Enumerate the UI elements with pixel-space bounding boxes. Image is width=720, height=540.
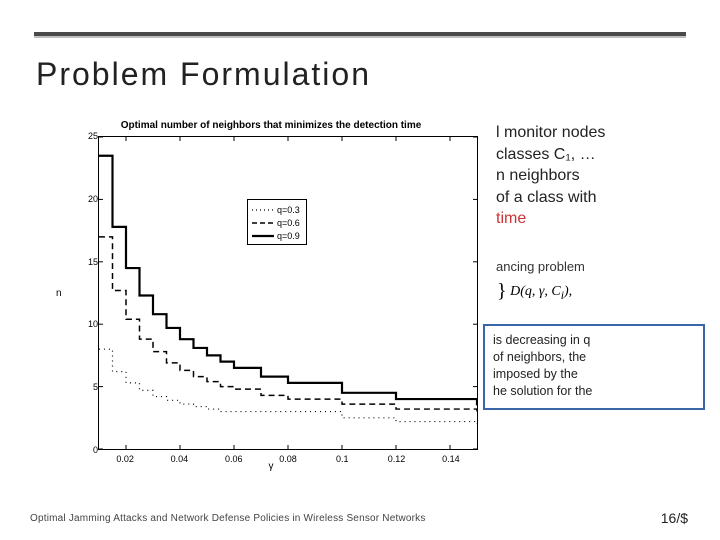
rhs-formula: } D(q, γ, Ci), — [497, 280, 572, 303]
slide: Problem Formulation Optimal number of ne… — [0, 0, 720, 540]
chart-legend: q=0.3 q=0.6 q=0.9 — [247, 199, 307, 245]
legend-label-2: q=0.9 — [277, 231, 300, 241]
legend-swatch-0 — [252, 205, 274, 215]
xtick-label: 0.06 — [225, 454, 243, 464]
rhs-line-1: classes C₁, … — [496, 144, 706, 166]
formula-text: D(q, γ, Ci), — [510, 284, 572, 299]
rhs-text-top: l monitor nodes classes C₁, … n neighbor… — [496, 122, 706, 230]
rhs-text-mid: ancing problem — [496, 258, 706, 276]
legend-item-0: q=0.3 — [252, 203, 302, 216]
legend-swatch-2 — [252, 231, 274, 241]
xtick-label: 0.1 — [336, 454, 349, 464]
rhs-line-2: n neighbors — [496, 165, 706, 187]
ytick-label: 0 — [93, 445, 98, 455]
callout-line-2: imposed by the — [493, 366, 699, 383]
chart-svg — [99, 137, 477, 449]
xtick-label: 0.12 — [388, 454, 406, 464]
xtick-label: 0.04 — [171, 454, 189, 464]
header-rule-light — [34, 36, 686, 38]
chart-container: Optimal number of neighbors that minimiz… — [46, 118, 496, 474]
legend-label-0: q=0.3 — [277, 205, 300, 215]
ytick-label: 15 — [88, 257, 98, 267]
header-rule — [34, 32, 686, 38]
rhs-line-3: of a class with — [496, 187, 706, 209]
rhs-line-4: time — [496, 208, 706, 230]
footer-text: Optimal Jamming Attacks and Network Defe… — [30, 513, 426, 524]
ytick-label: 10 — [88, 319, 98, 329]
callout-line-3: he solution for the — [493, 383, 699, 400]
callout-line-1: of neighbors, the — [493, 349, 699, 366]
legend-label-1: q=0.6 — [277, 218, 300, 228]
legend-item-1: q=0.6 — [252, 216, 302, 229]
legend-swatch-1 — [252, 218, 274, 228]
callout-box: is decreasing in q of neighbors, the imp… — [483, 324, 705, 410]
chart-ylabel: n — [56, 288, 62, 299]
page-number: 16/$ — [661, 510, 688, 526]
chart-plot-area: q=0.3 q=0.6 q=0.9 — [98, 136, 478, 450]
xtick-label: 0.08 — [279, 454, 297, 464]
brace-icon: } — [497, 280, 507, 302]
rhs-line-0: l monitor nodes — [496, 122, 706, 144]
chart-xlabel: γ — [46, 461, 496, 472]
callout-line-0: is decreasing in q — [493, 332, 699, 349]
slide-title: Problem Formulation — [36, 56, 371, 93]
chart-title: Optimal number of neighbors that minimiz… — [46, 120, 496, 131]
xtick-label: 0.14 — [442, 454, 460, 464]
ytick-label: 25 — [88, 131, 98, 141]
xtick-label: 0.02 — [116, 454, 134, 464]
legend-item-2: q=0.9 — [252, 229, 302, 242]
ytick-label: 20 — [88, 194, 98, 204]
ytick-label: 5 — [93, 382, 98, 392]
